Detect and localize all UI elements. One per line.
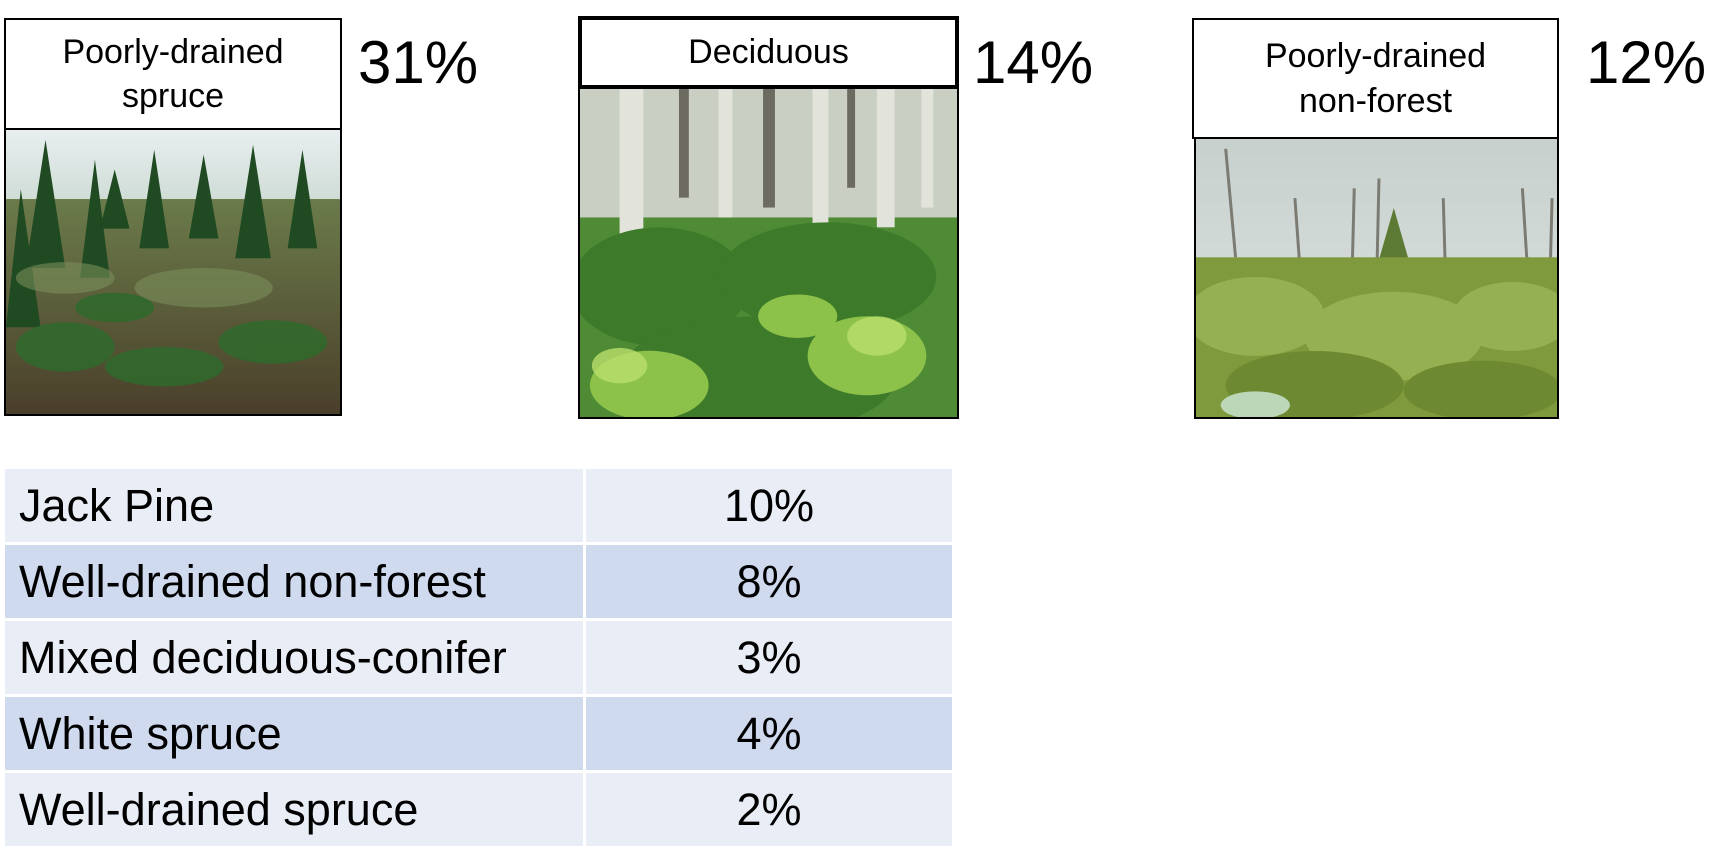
table-row: Mixed deciduous-conifer 3% — [2, 618, 955, 697]
deciduous-forest-photo — [578, 87, 959, 419]
card-label: Poorly-drained non-forest — [1192, 18, 1559, 139]
card-label-line1: Deciduous — [688, 33, 849, 72]
table-row: White spruce 4% — [2, 694, 955, 773]
cover-percent-cell: 3% — [583, 618, 955, 697]
card-label: Deciduous — [578, 16, 959, 89]
cover-type-cell: Well-drained non-forest — [2, 542, 586, 621]
cover-type-cell: Mixed deciduous-conifer — [2, 618, 586, 697]
spruce-bog-photo — [4, 128, 342, 416]
cover-percent-cell: 2% — [583, 770, 955, 849]
card-percent: 31% — [358, 29, 479, 96]
card-label: Poorly-drained spruce — [4, 18, 342, 130]
cover-percent-cell: 10% — [583, 466, 955, 545]
table-row: Well-drained spruce 2% — [2, 770, 955, 849]
cover-type-cell: Jack Pine — [2, 466, 586, 545]
card-label-line2: spruce — [121, 77, 225, 115]
cover-percent-cell: 4% — [583, 694, 955, 773]
card-label-line2: non-forest — [1298, 81, 1453, 120]
card-label-line1: Poorly-drained — [1264, 37, 1487, 76]
card-percent: 14% — [973, 29, 1094, 96]
table-row: Well-drained non-forest 8% — [2, 542, 955, 621]
shrubland-photo — [1194, 137, 1559, 419]
cover-type-cell: White spruce — [2, 694, 586, 773]
cover-percent-cell: 8% — [583, 542, 955, 621]
card-label-line1: Poorly-drained — [62, 32, 284, 71]
cover-type-cell: Well-drained spruce — [2, 770, 586, 849]
table-row: Jack Pine 10% — [2, 466, 955, 545]
card-percent: 12% — [1586, 29, 1707, 96]
land-cover-table: Jack Pine 10% Well-drained non-forest 8%… — [2, 466, 955, 849]
